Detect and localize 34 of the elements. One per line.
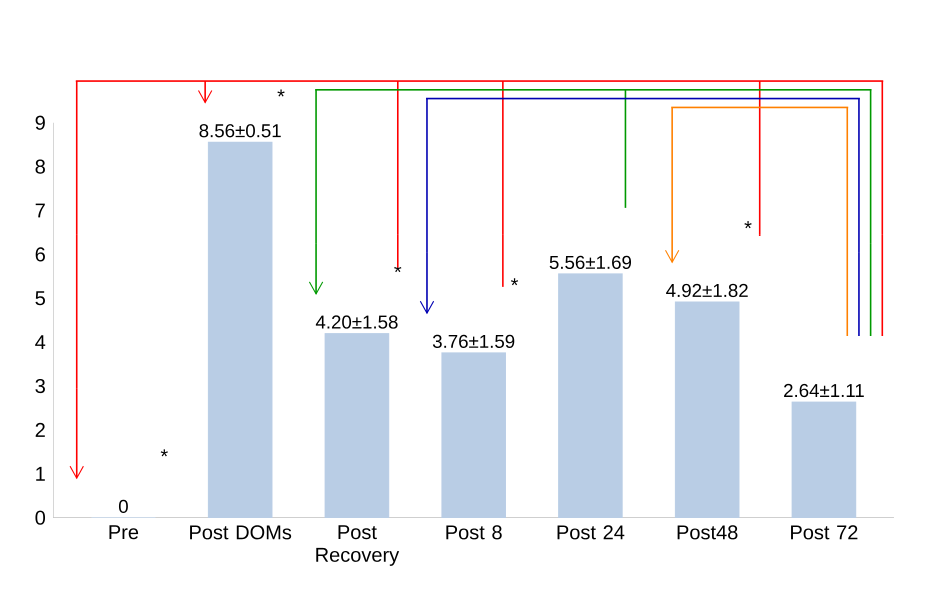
y-tick-label: 8 [36, 160, 45, 174]
annotation: * [510, 278, 518, 286]
y-tick-label: 1 [36, 466, 45, 481]
data-label: 4.92±1.82 [666, 284, 748, 298]
x-tick-label: Post Recovery [316, 525, 400, 566]
data-label: 8.56±0.51 [200, 124, 281, 138]
data-label: 5.56±1.69 [550, 256, 632, 269]
x-tick-label: Pre [109, 525, 138, 540]
y-tick-label: 7 [36, 204, 45, 218]
data-label: 2.64±1.11 [784, 384, 864, 398]
bar [208, 142, 272, 518]
x-tick-label: Post 24 [558, 525, 624, 540]
x-tick-label: Post48 [678, 525, 738, 540]
bar [674, 301, 740, 518]
text: * [277, 90, 285, 97]
y-tick-label: 2 [36, 422, 45, 437]
bar [324, 333, 390, 518]
bar [558, 273, 623, 518]
x-tick-label: Post 72 [791, 525, 858, 540]
bar [441, 352, 506, 518]
x-tick-label: Post 8 [446, 525, 502, 540]
data-label: 4.20±1.58 [316, 315, 398, 329]
annotation: * [160, 449, 168, 456]
y-tick-label: 3 [35, 378, 45, 394]
x-tick-label: Post DOMs [190, 525, 292, 540]
y-tick-label: 6 [36, 247, 45, 262]
bar [792, 402, 856, 518]
y-tick-label: 0 [35, 510, 46, 525]
annotation: * [744, 221, 752, 228]
y-tick-label: 9 [36, 116, 45, 130]
data-label: 3.76±1.59 [432, 334, 514, 348]
y-tick-label: 5 [35, 291, 45, 306]
y-tick-label: 4 [35, 335, 46, 350]
data-label: 0 [118, 500, 128, 513]
